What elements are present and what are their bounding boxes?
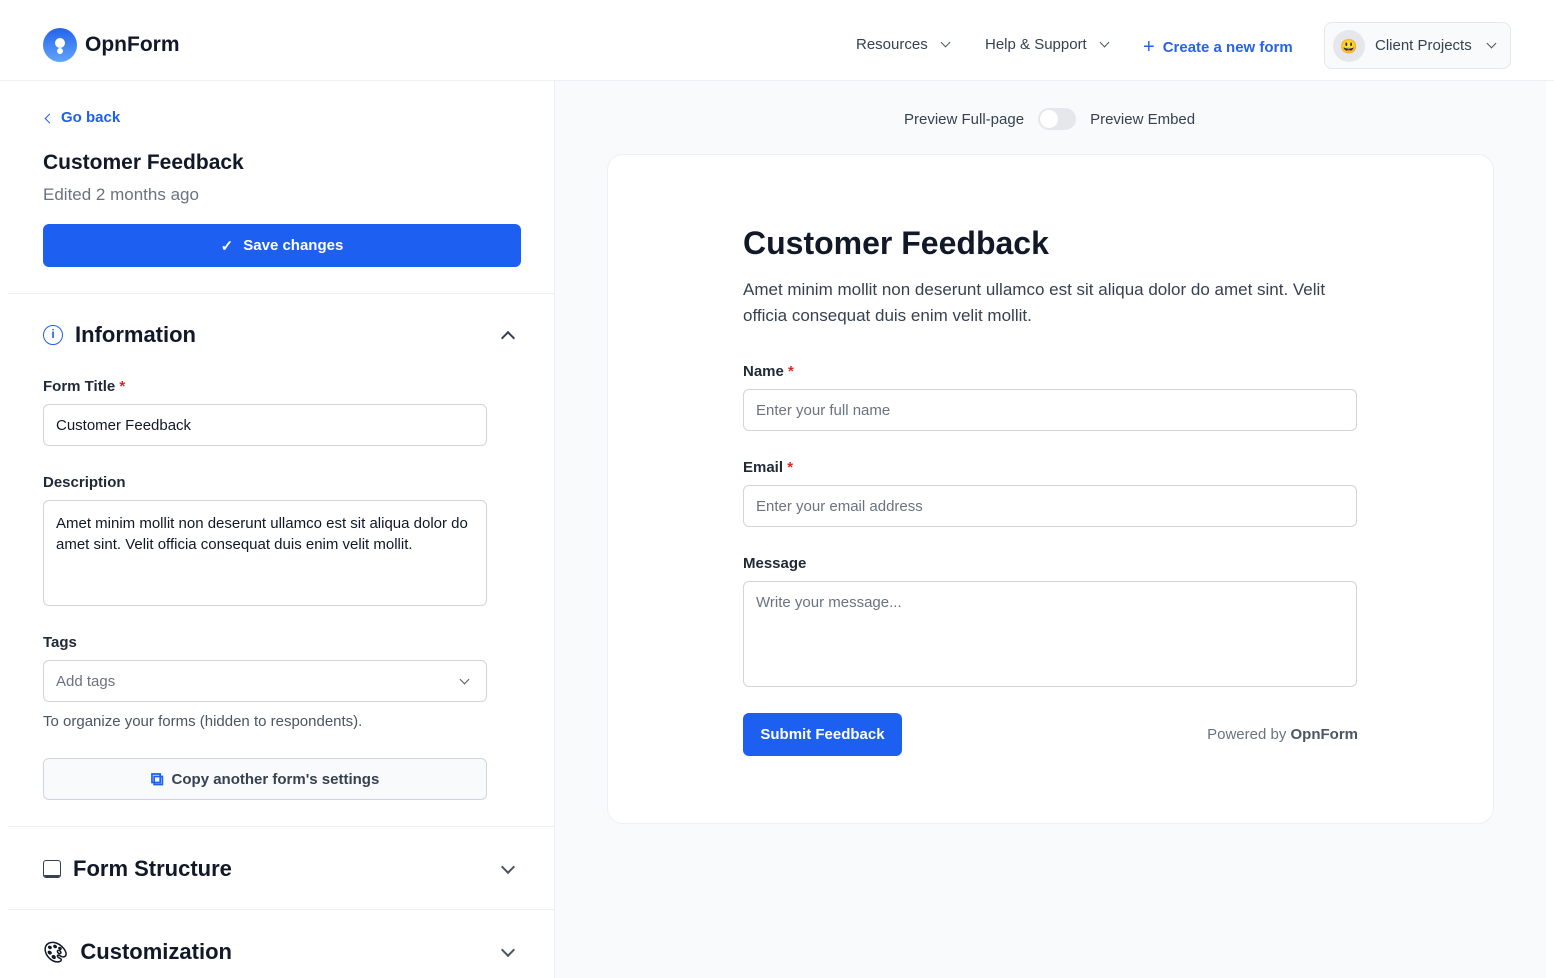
chevron-down-icon: [459, 674, 470, 684]
description-label: Description: [43, 474, 126, 491]
tags-select[interactable]: Add tags: [43, 660, 487, 702]
nav-resources[interactable]: Resources: [856, 36, 955, 53]
logo-icon: [43, 28, 77, 62]
chevron-down-icon: [500, 859, 516, 875]
description-textarea[interactable]: Amet minim mollit non deserunt ullamco e…: [43, 500, 487, 606]
copy-icon: ⧉: [150, 768, 164, 789]
form-name: Customer Feedback: [43, 151, 244, 174]
form-title-label: Form Title *: [43, 378, 126, 395]
message-label: Message: [743, 555, 807, 572]
form-structure-section-header[interactable]: Form Structure: [43, 856, 521, 882]
email-label: Email *: [743, 459, 794, 476]
chevron-up-icon: [500, 330, 516, 346]
submit-feedback-button[interactable]: Submit Feedback: [743, 713, 902, 756]
email-input[interactable]: Enter your email address: [743, 485, 1357, 527]
palette-icon: 🎨︎: [43, 941, 69, 964]
workspace-selector[interactable]: 😃 Client Projects: [1324, 22, 1511, 69]
structure-icon: [43, 860, 61, 878]
powered-by-link[interactable]: Powered by OpnForm: [1207, 726, 1358, 743]
customization-section-header[interactable]: 🎨︎ Customization: [43, 939, 521, 965]
check-icon: ✓: [220, 237, 234, 255]
form-title-input[interactable]: Customer Feedback: [43, 404, 487, 446]
tags-help-text: To organize your forms (hidden to respon…: [43, 713, 363, 730]
message-textarea[interactable]: Write your message...: [743, 581, 1357, 687]
logo[interactable]: OpnForm: [43, 28, 180, 62]
information-section-header[interactable]: i Information: [43, 322, 521, 348]
chevron-down-icon: [940, 37, 951, 48]
form-preview-card: Customer Feedback Amet minim mollit non …: [607, 154, 1494, 824]
preview-area: Preview Full-page Preview Embed Customer…: [555, 81, 1546, 978]
create-form-link[interactable]: + Create a new form: [1143, 36, 1293, 58]
preview-mode-toggle: Preview Full-page Preview Embed: [904, 108, 1195, 130]
top-navbar: OpnForm Resources Help & Support + Create…: [0, 0, 1554, 81]
nav-help-support[interactable]: Help & Support: [985, 36, 1114, 53]
preview-title: Customer Feedback: [743, 225, 1049, 261]
chevron-left-icon: [44, 113, 55, 124]
chevron-down-icon: [1099, 37, 1110, 48]
copy-settings-button[interactable]: ⧉ Copy another form's settings: [43, 758, 487, 800]
tags-label: Tags: [43, 634, 77, 651]
sidebar: Go back Customer Feedback Edited 2 month…: [8, 81, 555, 978]
preview-toggle-switch[interactable]: [1038, 108, 1077, 130]
save-changes-button[interactable]: ✓ Save changes: [43, 224, 521, 267]
go-back-link[interactable]: Go back: [44, 109, 120, 126]
chevron-down-icon: [500, 942, 516, 958]
preview-description: Amet minim mollit non deserunt ullamco e…: [743, 280, 1326, 325]
name-input[interactable]: Enter your full name: [743, 389, 1357, 431]
workspace-avatar: 😃: [1333, 29, 1365, 62]
plus-icon: +: [1143, 36, 1155, 58]
name-label: Name *: [743, 363, 794, 380]
info-icon: i: [43, 325, 63, 345]
chevron-down-icon: [1486, 38, 1497, 49]
edited-time: Edited 2 months ago: [43, 185, 199, 204]
